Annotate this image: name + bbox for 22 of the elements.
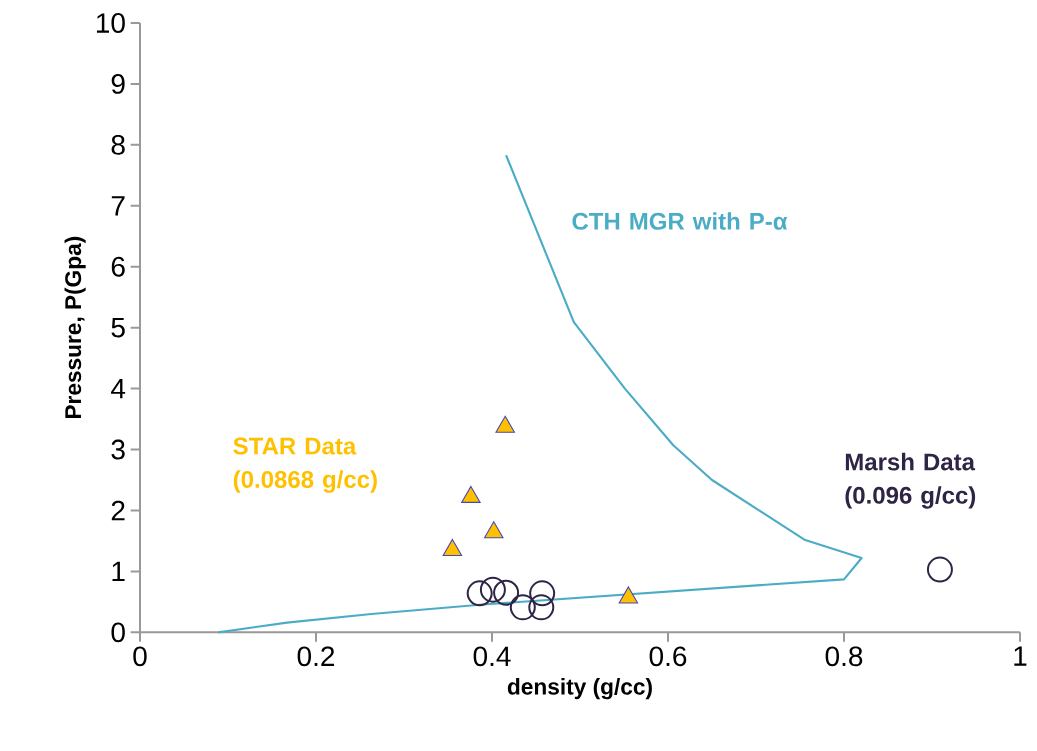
y-tick-label: 5 (111, 317, 125, 338)
x-tick-label: 0.2 (297, 646, 335, 667)
x-tick-label: 0.6 (649, 646, 687, 667)
y-axis-title: Pressure, P(Gpa) (64, 236, 86, 419)
x-axis-title: density (g/cc) (507, 678, 652, 700)
y-tick-label: 8 (111, 134, 125, 155)
x-tick-label: 0 (133, 646, 147, 667)
y-tick-label: 4 (111, 378, 126, 399)
x-tick-label: 0.8 (825, 646, 863, 667)
y-tick-label: 6 (111, 256, 125, 277)
x-tick-label: 1 (1014, 646, 1027, 666)
y-tick-label: 10 (96, 13, 125, 33)
y-tick-label: 0 (111, 622, 125, 643)
series-label: CTH MGR with P-α (572, 212, 788, 230)
y-tick-label: 7 (111, 196, 125, 216)
y-tick-label: 3 (111, 439, 125, 460)
y-tick-label: 9 (111, 74, 125, 94)
x-tick-label: 0.4 (473, 646, 511, 667)
text: Marsh Data (0.096 g/cc) (845, 452, 976, 509)
text: STAR Data (0.0868 g/cc) (233, 437, 377, 493)
y-tick-label: 2 (111, 500, 125, 521)
y-tick-label: 1 (112, 561, 125, 582)
